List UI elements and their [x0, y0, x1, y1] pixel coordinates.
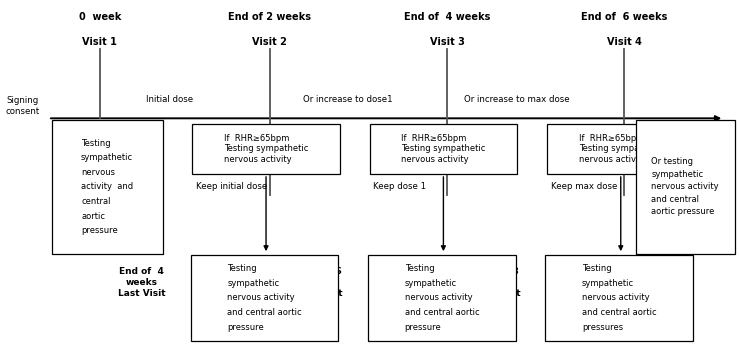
FancyBboxPatch shape: [52, 120, 163, 254]
Text: Keep max dose: Keep max dose: [551, 182, 617, 191]
Text: Testing
sympathetic
nervous activity
and central aortic
pressure: Testing sympathetic nervous activity and…: [228, 264, 302, 332]
FancyBboxPatch shape: [191, 255, 338, 341]
Text: Visit 2: Visit 2: [252, 37, 287, 47]
Text: If  RHR≥65bpm
Testing sympathetic
nervous activity: If RHR≥65bpm Testing sympathetic nervous…: [224, 134, 308, 164]
FancyBboxPatch shape: [545, 255, 693, 341]
Text: End of  8
weeks
Last Visit: End of 8 weeks Last Visit: [473, 267, 520, 298]
Text: Testing
sympathetic
nervous activity
and central aortic
pressure: Testing sympathetic nervous activity and…: [405, 264, 479, 332]
Text: If  RHR≥65bpm
Testing sympathetic
nervous activity: If RHR≥65bpm Testing sympathetic nervous…: [401, 134, 486, 164]
Text: Or increase to max dose: Or increase to max dose: [465, 95, 570, 104]
FancyBboxPatch shape: [547, 124, 695, 174]
Text: Visit 3: Visit 3: [429, 37, 465, 47]
Text: Or increase to dose1: Or increase to dose1: [302, 95, 392, 104]
FancyBboxPatch shape: [636, 120, 735, 254]
Text: Initial dose: Initial dose: [146, 95, 194, 104]
Text: Signing
consent: Signing consent: [6, 96, 40, 116]
Text: End of  4
weeks
Last Visit: End of 4 weeks Last Visit: [118, 267, 166, 298]
Text: Or testing
sympathetic
nervous activity
and central
aortic pressure: Or testing sympathetic nervous activity …: [651, 157, 719, 216]
Text: End of 2 weeks: End of 2 weeks: [228, 12, 311, 22]
Text: End of  4 weeks: End of 4 weeks: [404, 12, 490, 22]
Text: End of  6 weeks: End of 6 weeks: [582, 12, 667, 22]
Text: Visit 1: Visit 1: [82, 37, 118, 47]
FancyBboxPatch shape: [370, 124, 517, 174]
Text: End of  6
weeks
Last Visit: End of 6 weeks Last Visit: [296, 267, 343, 298]
Text: Testing
sympathetic
nervous
activity  and
central
aortic
pressure: Testing sympathetic nervous activity and…: [81, 139, 133, 235]
Text: Keep initial dose: Keep initial dose: [196, 182, 267, 191]
Text: 0  week: 0 week: [78, 12, 121, 22]
Text: Keep dose 1: Keep dose 1: [373, 182, 426, 191]
Text: Visit 4: Visit 4: [607, 37, 642, 47]
FancyBboxPatch shape: [192, 124, 340, 174]
FancyBboxPatch shape: [368, 255, 516, 341]
Text: If  RHR≥65bpm
Testing sympathetic
nervous activity: If RHR≥65bpm Testing sympathetic nervous…: [579, 134, 663, 164]
Text: Testing
sympathetic
nervous activity
and central aortic
pressures: Testing sympathetic nervous activity and…: [582, 264, 656, 332]
